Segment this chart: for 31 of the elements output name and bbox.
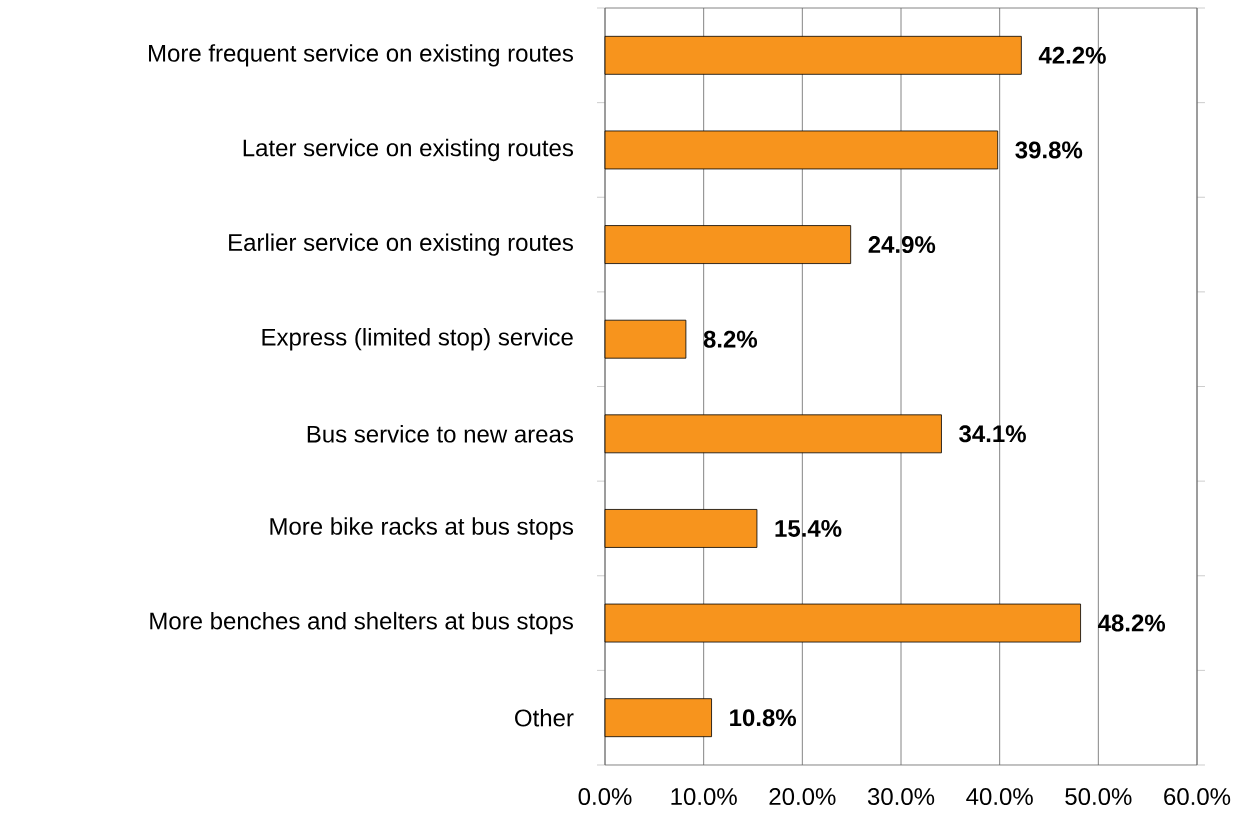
x-tick-label: 0.0% — [578, 788, 632, 806]
x-tick-label: 20.0% — [769, 788, 836, 806]
bar — [604, 509, 758, 548]
data-label: 8.2% — [703, 330, 758, 348]
data-label: 10.8% — [730, 709, 797, 727]
bar — [604, 698, 712, 738]
x-tick-label: 50.0% — [1065, 788, 1132, 806]
x-tick-label: 30.0% — [867, 788, 935, 806]
data-label: 39.8% — [1015, 141, 1083, 159]
bar — [604, 130, 999, 170]
y-tick-label: More frequent service on existing routes — [149, 44, 573, 67]
x-tick-label: 60.0% — [1164, 788, 1231, 806]
y-tick-label: More benches and shelters at bus stops — [150, 611, 573, 635]
x-tick-label: 10.0% — [671, 788, 737, 806]
bar — [604, 35, 1022, 75]
x-tick-label: 40.0% — [966, 788, 1033, 806]
y-tick-label: Later service on existing routes — [243, 138, 574, 162]
data-label: 15.4% — [775, 519, 842, 537]
y-tick-label: Earlier service on existing routes — [229, 233, 573, 256]
y-tick-label: Other — [515, 708, 574, 727]
data-label: 48.2% — [1098, 614, 1166, 632]
bar — [604, 319, 687, 359]
y-tick-label: Express (limited stop) service — [262, 328, 573, 351]
y-tick-label: More bike racks at bus stops — [270, 517, 574, 540]
data-label: 42.2% — [1038, 46, 1106, 64]
y-tick-label: Bus service to new areas — [307, 425, 574, 443]
bar — [604, 225, 852, 264]
bar — [604, 414, 942, 454]
bar — [604, 603, 1081, 643]
data-label: 34.1% — [959, 425, 1026, 443]
data-label: 24.9% — [868, 236, 936, 254]
